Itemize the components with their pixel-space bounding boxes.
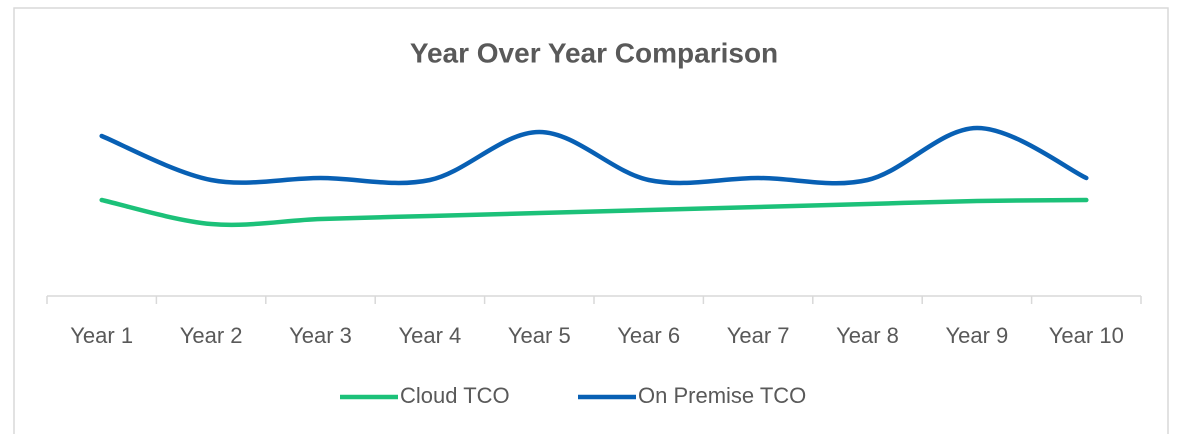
x-tick-label: Year 9 xyxy=(945,323,1008,348)
x-tick-label: Year 3 xyxy=(289,323,352,348)
series-line xyxy=(99,197,1089,228)
x-tick-label: Year 8 xyxy=(836,323,899,348)
x-tick-label: Year 4 xyxy=(398,323,461,348)
chart-frame xyxy=(13,7,1169,434)
chart-title: Year Over Year Comparison xyxy=(410,37,778,68)
x-tick-label: Year 10 xyxy=(1049,323,1124,348)
x-tick-label: Year 1 xyxy=(70,323,133,348)
series-line xyxy=(99,125,1089,186)
x-tick-label: Year 2 xyxy=(180,323,243,348)
legend-label: Cloud TCO xyxy=(400,383,510,408)
x-tick-label: Year 7 xyxy=(727,323,790,348)
legend-label: On Premise TCO xyxy=(638,383,806,408)
x-tick-label: Year 5 xyxy=(508,323,571,348)
x-tick-label: Year 6 xyxy=(617,323,680,348)
